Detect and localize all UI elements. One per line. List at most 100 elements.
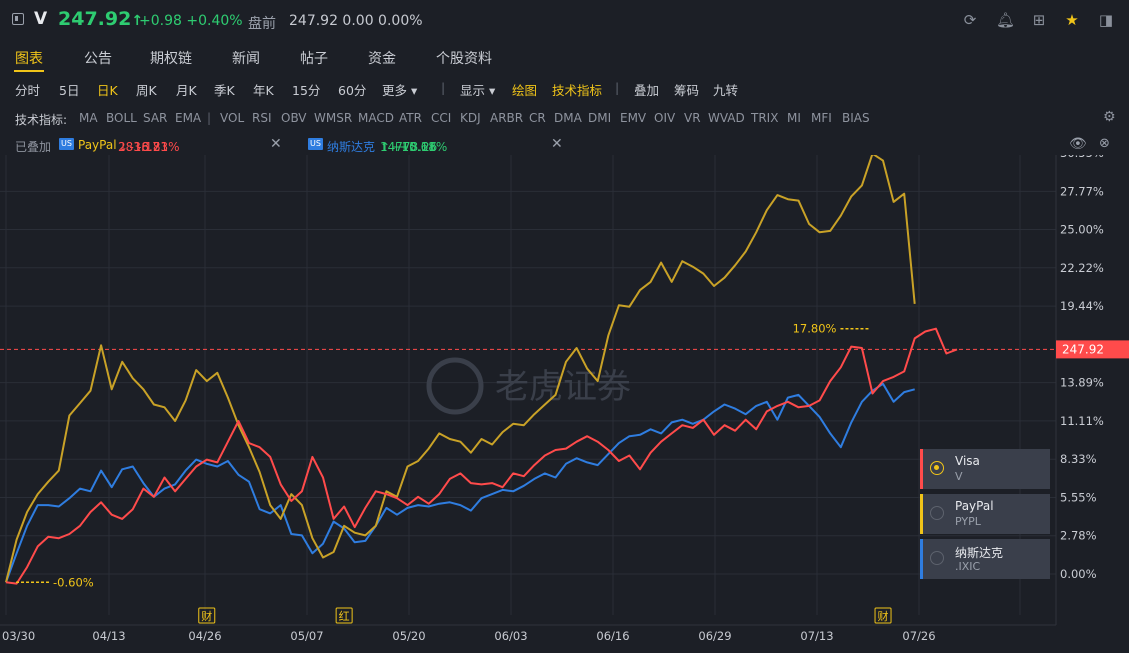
close-overlays-icon[interactable]: ⊗ xyxy=(1099,136,1110,151)
indicator-dmi[interactable]: DMI xyxy=(588,111,612,125)
tab-profile[interactable]: 个股资料 xyxy=(436,51,492,67)
period-intraday[interactable]: 分时 xyxy=(15,83,41,98)
settings-gear-icon[interactable]: ⚙ xyxy=(1103,109,1116,125)
series-line-PayPal[interactable] xyxy=(5,155,916,583)
legend-item-visa[interactable]: Visa V xyxy=(920,449,1050,489)
tab-options-chain[interactable]: 期权链 xyxy=(150,51,192,67)
indicator-rsi[interactable]: RSI xyxy=(252,111,272,125)
legend-name: 纳斯达克 xyxy=(955,546,1004,560)
remove-paypal-close-icon[interactable]: ✕ xyxy=(270,136,282,152)
indicator-mfi[interactable]: MFI xyxy=(811,111,832,125)
x-tick-label: 05/20 xyxy=(392,629,425,643)
event-marker-label[interactable]: 财 xyxy=(201,609,212,623)
period-5day[interactable]: 5日 xyxy=(59,83,80,98)
remove-nasdaq-close-icon[interactable]: ✕ xyxy=(551,136,563,152)
x-tick-label: 05/07 xyxy=(290,629,323,643)
tab-funds[interactable]: 资金 xyxy=(368,51,396,67)
us-market-badge: US xyxy=(308,138,323,150)
sidebar-toggle-icon[interactable] xyxy=(12,13,24,25)
period-yearly[interactable]: 年K xyxy=(253,83,274,98)
indicator-boll[interactable]: BOLL xyxy=(106,111,137,125)
tab-posts[interactable]: 帖子 xyxy=(300,51,328,67)
legend-radio-visa[interactable] xyxy=(930,461,944,475)
favorite-star-icon[interactable]: ★ xyxy=(1065,11,1079,29)
legend-item-nasdaq[interactable]: 纳斯达克 .IXIC xyxy=(920,539,1050,579)
tab-news[interactable]: 新闻 xyxy=(232,51,260,67)
series-line-Visa[interactable] xyxy=(5,327,958,585)
overlay-bar: 已叠加 US PayPal 283.17 ↓ -18.81 -6.23% ✕ U… xyxy=(0,136,1129,154)
chart-toolbar: 分时 5日 日K 周K 月K 季K 年K 15分 60分 更多 ▾ | 显示 ▾… xyxy=(0,76,1129,100)
panel-toggle-icon[interactable]: ◨ xyxy=(1098,11,1114,29)
indicator-emv[interactable]: EMV xyxy=(620,111,647,125)
visibility-eye-icon[interactable]: 👁︎ xyxy=(1069,136,1087,152)
nine-turn-button[interactable]: 九转 xyxy=(713,83,739,98)
toolbar-divider: | xyxy=(615,80,620,95)
ticker-symbol: V xyxy=(34,9,48,29)
y-tick-label: 30.55% xyxy=(1060,155,1104,160)
y-tick-label: 25.00% xyxy=(1060,223,1104,237)
indicator-macd[interactable]: MACD xyxy=(358,111,394,125)
y-tick-label: 0.00% xyxy=(1060,567,1097,581)
indicator-wvad[interactable]: WVAD xyxy=(708,111,745,125)
indicator-oiv[interactable]: OIV xyxy=(654,111,676,125)
refresh-icon[interactable]: ⟳ xyxy=(963,11,977,29)
toolbar-divider: | xyxy=(441,80,446,95)
indicator-vr[interactable]: VR xyxy=(684,111,701,125)
y-tick-label: 5.55% xyxy=(1060,491,1097,505)
period-15min[interactable]: 15分 xyxy=(292,83,321,98)
event-marker-box[interactable] xyxy=(874,607,892,624)
indicator-cr[interactable]: CR xyxy=(529,111,546,125)
grid-icon[interactable]: ⊞ xyxy=(1032,11,1046,29)
period-more-dropdown[interactable]: 更多 ▾ xyxy=(382,83,418,98)
display-dropdown[interactable]: 显示 ▾ xyxy=(460,83,496,98)
legend-radio-nasdaq[interactable] xyxy=(930,551,944,565)
x-tick-label: 07/26 xyxy=(902,629,935,643)
indicator-obv[interactable]: OBV xyxy=(281,111,307,125)
legend-radio-paypal[interactable] xyxy=(930,506,944,520)
overlay-nasdaq-name[interactable]: 纳斯达克 xyxy=(327,140,376,154)
price-comparison-chart[interactable]: 老虎证券 -0.60%17.80% 30.55%27.77%25.00%22.2… xyxy=(0,155,1129,653)
chips-button[interactable]: 筹码 xyxy=(674,83,700,98)
draw-button[interactable]: 绘图 xyxy=(512,83,538,98)
period-monthly[interactable]: 月K xyxy=(176,83,197,98)
indicator-dma[interactable]: DMA xyxy=(554,111,582,125)
price-change: +0.98 +0.40% xyxy=(139,13,243,29)
event-marker-box[interactable] xyxy=(335,607,353,624)
y-tick-label: 27.77% xyxy=(1060,184,1104,198)
indicator-atr[interactable]: ATR xyxy=(399,111,422,125)
event-marker-label[interactable]: 红 xyxy=(339,610,350,623)
x-axis: 03/30 04/13 04/26 05/07 05/20 06/03 06/16 06/29… xyxy=(2,629,936,643)
legend-code: .IXIC xyxy=(955,560,981,573)
tab-announcements[interactable]: 公告 xyxy=(84,51,112,67)
indicator-sar[interactable]: SAR xyxy=(143,111,168,125)
indicator-trix[interactable]: TRIX xyxy=(751,111,779,125)
indicator-bias[interactable]: BIAS xyxy=(842,111,870,125)
y-tick-label: 22.22% xyxy=(1060,261,1104,275)
period-daily[interactable]: 日K xyxy=(97,83,118,98)
legend-item-paypal[interactable]: PayPal PYPL xyxy=(920,494,1050,534)
tab-chart[interactable]: 图表 xyxy=(15,51,43,67)
indicator-kdj[interactable]: KDJ xyxy=(460,111,481,125)
overlay-paypal-name[interactable]: PayPal xyxy=(78,138,117,152)
premarket-value: 247.92 0.00 0.00% xyxy=(289,13,423,29)
bell-icon[interactable]: 🔔︎ xyxy=(996,11,1016,29)
indicator-wmsr[interactable]: WMSR xyxy=(314,111,353,125)
period-60min[interactable]: 60分 xyxy=(338,83,367,98)
event-marker-box[interactable] xyxy=(198,607,216,624)
indicator-ma[interactable]: MA xyxy=(79,111,98,125)
indicator-mi[interactable]: MI xyxy=(787,111,801,125)
indicator-arbr[interactable]: ARBR xyxy=(490,111,524,125)
period-weekly[interactable]: 周K xyxy=(136,83,157,98)
overlay-button[interactable]: 叠加 xyxy=(634,83,660,98)
event-marker-label[interactable]: 财 xyxy=(878,609,889,623)
indicator-vol[interactable]: VOL xyxy=(220,111,245,125)
indicator-ema[interactable]: EMA xyxy=(175,111,202,125)
tech-indicator-button[interactable]: 技术指标 xyxy=(552,83,603,98)
y-tick-label: 19.44% xyxy=(1060,299,1104,313)
period-quarterly[interactable]: 季K xyxy=(214,83,235,98)
overlay-label: 已叠加 xyxy=(15,140,52,154)
indicator-cci[interactable]: CCI xyxy=(431,111,452,125)
current-price-tag: 247.92 xyxy=(1056,340,1129,359)
series-line-纳斯达克[interactable] xyxy=(5,382,915,583)
watermark-logo-icon xyxy=(426,357,484,415)
